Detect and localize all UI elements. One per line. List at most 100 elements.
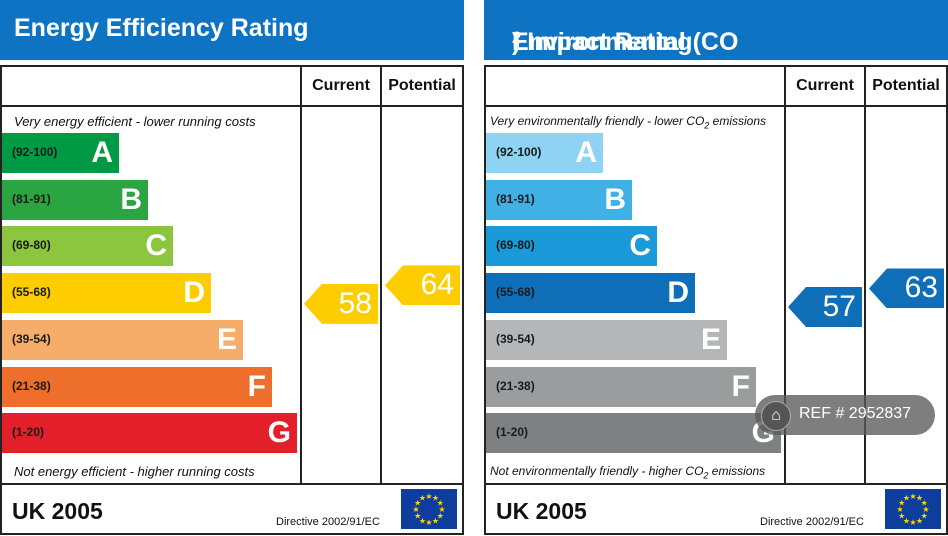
environment-rating-panel: Environmental (CO 2) Impact Rating Curren… [484, 0, 948, 536]
band-g: (1-20) G [2, 413, 297, 454]
band-range-label: (55-68) [12, 285, 51, 300]
potential-rating-arrow: 64 [385, 265, 460, 306]
footer-title: UK 2005 [496, 498, 587, 524]
environment-frame: Current Potential Very environmentally f… [484, 65, 948, 535]
band-c: (69-80) C [2, 226, 173, 267]
band-range-label: (92-100) [496, 145, 542, 159]
band-d: (55-68) D [486, 273, 695, 314]
eu-star-icon: ★ [412, 505, 419, 514]
band-range-label: (81-91) [496, 191, 535, 206]
band-a: (92-100) A [2, 133, 119, 173]
eu-flag-icon: ★ ★ ★ ★ ★ ★ ★ ★ ★ ★ ★ ★ [401, 489, 457, 529]
band-range-label: (39-54) [496, 331, 535, 346]
directive-text: Directive 2002/91/EC [760, 516, 864, 528]
column-potential: Potential [388, 77, 456, 94]
band-c: (69-80) C [486, 226, 657, 267]
eu-star-icon: ★ [916, 494, 923, 503]
column-potential: Potential [872, 77, 940, 94]
band-range-label: (21-38) [496, 378, 535, 393]
potential-rating-value: 64 [420, 268, 454, 302]
band-b: (81-91) B [486, 179, 632, 220]
divider [486, 483, 946, 485]
column-current: Current [796, 77, 854, 94]
eu-star-icon: ★ [916, 516, 923, 525]
reference-badge: ⌂ REF # 2952837 [755, 395, 935, 435]
band-letter: F [247, 369, 266, 403]
band-range-label: (1-20) [12, 425, 45, 440]
band-letter: C [629, 229, 651, 263]
bottom-caption: Not energy efficient - higher running co… [14, 464, 255, 479]
band-range-label: (21-38) [12, 378, 51, 393]
band-e: (39-54) E [2, 319, 243, 360]
band-letter: B [604, 182, 626, 216]
divider [2, 105, 462, 107]
home-icon: ⌂ [761, 401, 791, 431]
potential-rating-arrow: 63 [869, 268, 944, 309]
band-g: (1-20) G [486, 413, 781, 454]
band-range-label: (1-20) [496, 425, 529, 440]
energy-title: Energy Efficiency Rating [14, 14, 309, 42]
eu-star-icon: ★ [903, 494, 910, 503]
band-f: (21-38) F [2, 366, 272, 407]
eu-star-icon: ★ [414, 512, 421, 521]
band-range-label: (69-80) [496, 238, 535, 253]
band-letter: D [667, 276, 689, 310]
eu-star-icon: ★ [898, 512, 905, 521]
current-rating-value: 58 [338, 286, 372, 320]
eu-star-icon: ★ [419, 494, 426, 503]
bottom-caption: Not environmentally friendly - higher CO… [490, 464, 766, 481]
eu-star-icon: ★ [438, 505, 445, 514]
divider [486, 105, 946, 107]
band-range-label: (69-80) [12, 238, 51, 253]
reference-text: REF # 2952837 [799, 405, 912, 422]
footer-title: UK 2005 [12, 498, 103, 524]
eu-star-icon: ★ [921, 512, 928, 521]
band-range-label: (55-68) [496, 285, 535, 300]
energy-frame: Current Potential Very energy efficient … [0, 65, 464, 535]
band-letter: B [120, 182, 142, 216]
eu-star-icon: ★ [425, 492, 432, 501]
band-f: (21-38) F [486, 366, 756, 407]
eu-star-icon: ★ [437, 499, 444, 508]
divider [2, 483, 462, 485]
top-caption: Very environmentally friendly - lower CO… [490, 114, 766, 131]
band-letter: E [216, 322, 237, 356]
band-range-label: (81-91) [12, 191, 51, 206]
eu-star-icon: ★ [922, 505, 929, 514]
band-letter: E [700, 322, 721, 356]
band-letter: A [575, 136, 597, 169]
band-letter: A [91, 136, 113, 169]
eu-star-icon: ★ [909, 492, 916, 501]
divider [380, 67, 382, 485]
band-letter: G [267, 416, 291, 450]
band-letter: C [145, 229, 167, 263]
eu-star-icon: ★ [425, 518, 432, 527]
top-caption: Very energy efficient - lower running co… [14, 114, 256, 129]
band-range-label: (39-54) [12, 331, 51, 346]
divider [300, 67, 302, 485]
eu-star-icon: ★ [432, 516, 439, 525]
divider [784, 67, 786, 485]
band-d: (55-68) D [2, 273, 211, 314]
eu-star-icon: ★ [909, 518, 916, 527]
band-letter: D [183, 276, 205, 310]
current-rating-value: 57 [822, 289, 856, 323]
band-a: (92-100) A [486, 133, 603, 173]
band-letter: F [731, 369, 750, 403]
eu-star-icon: ★ [903, 516, 910, 525]
eu-star-icon: ★ [432, 494, 439, 503]
band-range-label: (92-100) [12, 145, 58, 159]
eu-star-icon: ★ [437, 512, 444, 521]
eu-star-icon: ★ [898, 499, 905, 508]
energy-header: Energy Efficiency Rating [0, 0, 464, 60]
potential-rating-value: 63 [904, 271, 938, 305]
directive-text: Directive 2002/91/EC [276, 516, 380, 528]
energy-rating-panel: Energy Efficiency Rating Current Potenti… [0, 0, 464, 536]
band-e: (39-54) E [486, 319, 727, 360]
divider [864, 67, 866, 485]
current-rating-arrow: 58 [304, 283, 378, 324]
eu-flag-icon: ★ ★ ★ ★ ★ ★ ★ ★ ★ ★ ★ ★ [885, 489, 941, 529]
eu-star-icon: ★ [896, 505, 903, 514]
eu-star-icon: ★ [419, 516, 426, 525]
current-rating-arrow: 57 [788, 286, 862, 327]
